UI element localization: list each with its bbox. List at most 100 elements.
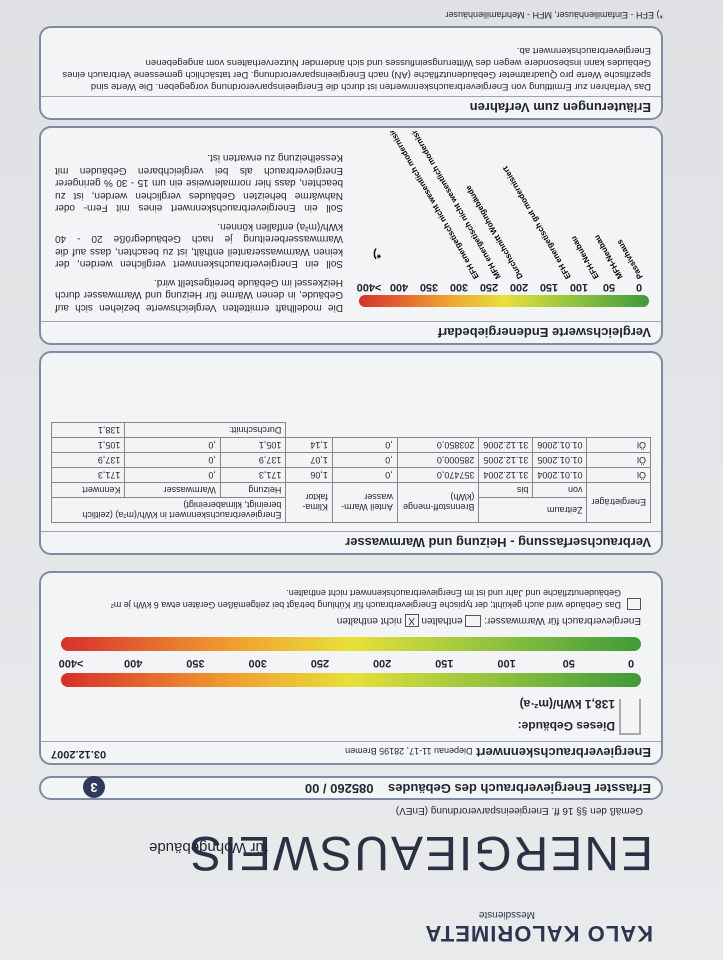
table-cell: 01.01.2006	[532, 437, 587, 453]
table-cell: ,0	[124, 467, 221, 483]
scale-label: 50	[562, 657, 575, 669]
page-number: 3	[83, 776, 105, 798]
legal-note: Gemäß den §§ 16 ff. Energieeinsparverord…	[395, 805, 643, 816]
table-cell: 105,1	[220, 437, 286, 453]
table-cell: Öl	[586, 467, 651, 483]
scale-label: 400	[389, 281, 409, 293]
scale-label: 300	[449, 281, 469, 293]
table-header: Brennstoff-menge (kWh)	[397, 482, 479, 523]
table-header: Klima-faktor	[285, 482, 333, 523]
table-box: Verbrauchserfassung - Heizung und Warmwa…	[39, 351, 663, 555]
table-cell: 171,3	[220, 467, 286, 483]
checkbox	[627, 598, 641, 610]
explanation-heading: Erläuterungen zum Verfahren	[41, 96, 661, 118]
footnote-mark: *)	[373, 248, 381, 260]
table-cell: 1,06	[285, 467, 333, 483]
table-cell: 357470,0	[397, 467, 479, 483]
table-cell: 31.12.2005	[478, 452, 533, 468]
scale-label: 200	[372, 657, 392, 669]
table-cell: 285000,0	[397, 452, 479, 468]
paragraph: Die modellhaft ermittelten Vergleichswer…	[55, 277, 343, 313]
indicator-header: Energieverbrauchskennwert Diepenau 11-17…	[41, 741, 661, 763]
comparison-bar	[359, 295, 649, 307]
table-header-row: Energieträger Zeitraum Brennstoff-menge (k…	[51, 482, 651, 523]
comparison-text: Die modellhaft ermittelten Vergleichswer…	[55, 145, 343, 314]
scale-label: 400	[124, 657, 143, 669]
warmwater-row: Energieverbrauch für Warmwasser: enthalt…	[337, 614, 641, 627]
table-cell: ,0	[124, 452, 221, 468]
table-heading: Verbrauchserfassung - Heizung und Warmwa…	[41, 531, 661, 553]
option-included: enthalten	[421, 615, 463, 626]
building-label: Dieses Gebäude:	[517, 719, 615, 733]
table-header: Kennwert	[51, 482, 125, 498]
scale-label: 150	[539, 281, 559, 293]
warmwater-label: Energieverbrauch für Warmwasser:	[484, 615, 641, 626]
table-cell: 31.12.2004	[478, 467, 533, 483]
table-cell: 01.01.2004	[532, 467, 587, 483]
checkbox	[465, 614, 482, 627]
scale-label: 200	[509, 281, 529, 293]
table-cell: Öl	[586, 452, 651, 468]
arrow-marker	[619, 699, 641, 735]
address: Diepenau 11-17, 28195 Bremen	[345, 746, 473, 756]
consumption-table: Energieträger Zeitraum Brennstoff-menge (k…	[51, 422, 651, 523]
table-cell: 137,9	[220, 452, 286, 468]
table-cell: 31.12.2006	[478, 437, 533, 453]
comparison-heading: Vergleichswerte Endenergiebedarf	[41, 321, 661, 343]
scale-label: 250	[310, 657, 330, 669]
logo-sub: Messdienste	[478, 909, 535, 920]
table-cell: 01.01.2005	[532, 452, 587, 468]
scale-label: 100	[569, 281, 589, 293]
table-cell: ,0	[332, 452, 398, 468]
scale-label: 150	[435, 657, 454, 669]
scale-labels: 0 50 100 150 200 250 300 350 400 >400	[356, 281, 649, 293]
indicator-box: Energieverbrauchskennwert Diepenau 11-17…	[39, 571, 663, 765]
cooling-note: Das Gebäude wird auch gekühlt; der typis…	[61, 587, 641, 611]
table-header: Heizung	[220, 482, 286, 498]
table-row: Öl 01.01.2006 31.12.2006 203850,0,0 1,14 105,…	[51, 437, 651, 453]
explanation-text: Das Verfahren zur Ermittlung von Energie…	[62, 45, 651, 92]
table-header: Energieverbrauchskennwert in kWh/(m²a) (…	[51, 497, 286, 523]
logo: KALO KALORIMETA	[424, 921, 653, 946]
consumption-row: Erfasster Energieverbrauch des Gebäudes …	[41, 779, 661, 798]
table-cell: 1,14	[285, 437, 333, 453]
comparison-label: MFH energetisch nicht wesentlich moderni…	[405, 131, 503, 281]
average-value: 138,1	[51, 422, 125, 438]
table-header: bis	[478, 482, 533, 498]
indicator-heading: Energieverbrauchskennwert	[476, 745, 651, 760]
table-header: Zeitraum	[478, 497, 587, 523]
scale-bar	[61, 637, 641, 651]
comparison-box: Vergleichswerte Endenergiebedarf 0 50 100 1…	[39, 126, 663, 345]
table-header: Anteil Warm-wasser	[332, 482, 398, 523]
table-row: Öl 01.01.2005 31.12.2005 285000,0,0 1,07 137,…	[51, 452, 651, 468]
consumption-label: Erfasster Energieverbrauch des Gebäudes	[387, 781, 651, 796]
scale-labels: 0 50 100 150 200 250 300 350 400 >400	[58, 655, 641, 669]
scale-label: 100	[497, 657, 516, 669]
cooling-text: Das Gebäude wird auch gekühlt; der typis…	[110, 588, 621, 610]
footer: *) EFH - Einfamilienhäuser, MFH - Mehrfa…	[445, 10, 663, 20]
date: 03.12.2007	[51, 748, 107, 760]
table-cell: ,0	[332, 467, 398, 483]
table-row: Öl 01.01.2004 31.12.2004 357470,0,0 1,06 171,…	[51, 467, 651, 483]
table-header: Energieträger	[586, 482, 651, 523]
building-id: 085260 / 00	[304, 781, 374, 796]
scale-label: 50	[602, 281, 616, 293]
explanation-box: Erläuterungen zum Verfahren Das Verfahre…	[39, 26, 663, 120]
table-cell	[286, 423, 651, 438]
paragraph: Soll ein Energieverbrauchskennwert eines…	[55, 152, 343, 214]
checkbox-checked: X	[404, 614, 419, 627]
title-sub: für Wohngebäude	[149, 839, 268, 856]
scale-label: 300	[248, 657, 267, 669]
table-cell: 171,3	[51, 467, 125, 483]
table-cell: 203850,0	[397, 437, 479, 453]
scale-label: 0	[635, 281, 643, 293]
table-cell: 1,07	[285, 452, 333, 468]
scale-label: 250	[479, 281, 499, 293]
table-cell: ,0	[332, 437, 398, 453]
scale-label: >400	[58, 657, 84, 669]
paragraph: Soll ein Energieverbrauchskennwert vergl…	[55, 221, 343, 270]
scale-label: >400	[356, 281, 382, 293]
